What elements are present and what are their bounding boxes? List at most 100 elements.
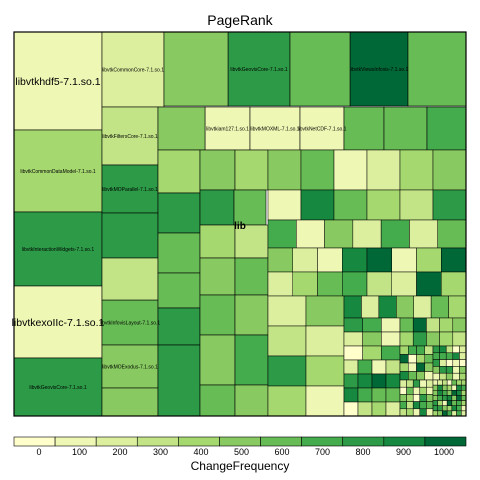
cell-label-9: libvtkMOExodus-7.1.so.1: [102, 365, 158, 371]
treemap-cell-0: [13, 31, 103, 131]
cell-label-8: libvtkInfovisLayout-7.1.so.1: [100, 321, 161, 327]
treemap-cell-57: [267, 219, 297, 249]
treemap-cell-161: [432, 366, 440, 374]
treemap-cell-239: [437, 410, 443, 417]
treemap-cell-47: [333, 149, 368, 191]
treemap-cell-118: [343, 373, 359, 389]
treemap-cell-85: [305, 355, 345, 387]
treemap-cell-231: [432, 405, 438, 412]
treemap-cell-137: [424, 354, 434, 364]
treemap-cell-36: [234, 224, 269, 259]
treemap-cell-172: [406, 379, 414, 388]
treemap-cell-82: [267, 325, 307, 357]
treemap-cell-178: [412, 386, 421, 395]
treemap-cell-166: [432, 372, 440, 381]
treemap-cell-112: [439, 331, 454, 347]
legend-swatch-0: [13, 436, 56, 447]
treemap-cell-181: [399, 394, 407, 402]
treemap-cell-113: [452, 331, 467, 347]
treemap-cell-238: [432, 410, 438, 417]
treemap-cell-221: [451, 395, 457, 401]
treemap-cell-17: [407, 31, 467, 107]
treemap-cell-59: [324, 219, 354, 249]
treemap-cell-78: [416, 271, 442, 297]
cell-label-4: libvtkGeovisCore-7.1.so.1: [29, 385, 86, 391]
cell-label-10: libvtkGeovisCore-7.1.so.1: [230, 67, 287, 73]
treemap-cell-227: [446, 400, 453, 406]
treemap-cell-180: [426, 386, 434, 395]
treemap-cell-30: [157, 344, 201, 417]
treemap-cell-174: [419, 379, 427, 388]
treemap-cell-84: [267, 355, 307, 387]
treemap-cell-131: [408, 345, 417, 355]
treemap-cell-62: [409, 219, 438, 249]
treemap-cell-242: [451, 410, 457, 417]
legend-tick-5: 500: [234, 447, 249, 457]
cell-label-12: libvtkiam127.1.so.1: [206, 127, 249, 133]
treemap-cell-135: [408, 354, 417, 364]
treemap-cell-115: [357, 359, 373, 375]
treemap-cell-39: [199, 294, 236, 336]
treemap-cell-24: [101, 387, 159, 417]
treemap-cell-119: [357, 373, 373, 389]
treemap-cell-124: [371, 387, 387, 403]
treemap-cell-21: [426, 106, 467, 151]
legend-swatch-1: [54, 436, 97, 447]
treemap-cell-199: [446, 379, 453, 386]
treemap-cell-143: [408, 371, 417, 381]
treemap-cell-90: [378, 295, 397, 319]
treemap-cell-107: [439, 317, 454, 333]
treemap-cell-91: [396, 295, 414, 319]
treemap-cell-15: [163, 31, 229, 107]
chart-title: PageRank: [207, 12, 273, 28]
treemap-cell-92: [413, 295, 432, 319]
treemap-cell-240: [442, 410, 448, 417]
treemap-cell-28: [157, 272, 201, 309]
treemap-cell-50: [432, 149, 467, 191]
treemap-cell-235: [451, 405, 457, 412]
treemap-cell-53: [333, 189, 368, 221]
treemap-cell-89: [361, 295, 380, 319]
treemap-cell-164: [452, 366, 460, 374]
cell-label-0: libvtkhdf5-7.1.so.1: [15, 76, 100, 88]
treemap-cell-233: [442, 405, 448, 412]
treemap-cell-75: [342, 271, 368, 297]
treemap-cell-40: [234, 294, 269, 336]
treemap-cell-197: [437, 379, 443, 386]
treemap-cell-167: [439, 372, 447, 381]
treemap-cell-194: [419, 408, 427, 417]
treemap-cell-228: [451, 400, 457, 406]
treemap-cell-20: [383, 106, 428, 151]
treemap-cell-33: [199, 189, 235, 226]
treemap-cell-134: [399, 354, 409, 364]
legend-swatch-4: [178, 436, 220, 447]
treemap-cell-129: [385, 401, 401, 417]
treemap-cell-13: [249, 106, 301, 151]
legend-tick-1: 100: [72, 447, 87, 457]
treemap-cell-195: [426, 408, 434, 417]
treemap-cell-63: [437, 219, 467, 249]
treemap-cell-11: [349, 31, 409, 107]
treemap-cell-136: [416, 354, 425, 364]
treemap-cell-165: [459, 366, 467, 374]
treemap-cell-193: [412, 408, 421, 417]
legend-tick-8: 800: [355, 447, 370, 457]
legend-swatch-7: [301, 436, 344, 447]
treemap-cell-64: [267, 247, 293, 273]
treemap-cell-203: [432, 384, 438, 391]
legend-tick-10: 1000: [434, 447, 454, 457]
treemap-cell-159: [452, 359, 460, 367]
treemap-cell-204: [437, 384, 443, 391]
treemap-cell-211: [437, 390, 443, 396]
legend-swatch-5: [219, 436, 261, 447]
treemap-cell-97: [381, 317, 401, 333]
treemap-cell-43: [199, 384, 236, 417]
treemap-cell-95: [343, 317, 363, 333]
treemap-cell-222: [456, 395, 462, 401]
treemap-cell-104: [399, 317, 414, 333]
treemap-cell-223: [461, 395, 467, 401]
treemap-cell-189: [419, 401, 427, 410]
treemap-cell-210: [432, 390, 438, 396]
treemap-cell-9: [101, 344, 159, 389]
legend-tick-3: 300: [153, 447, 168, 457]
